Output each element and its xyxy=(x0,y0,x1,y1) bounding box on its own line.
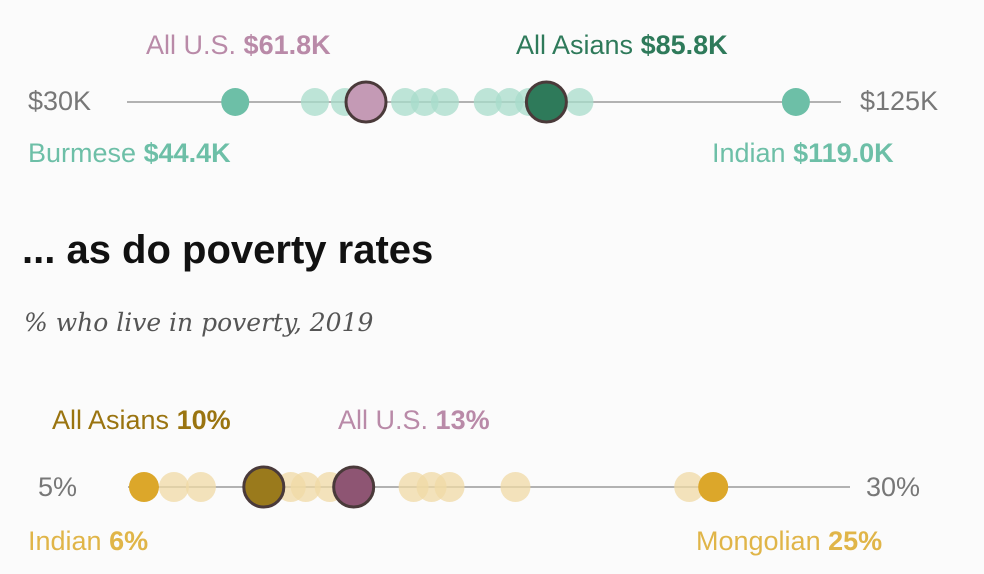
label-all-asians-poverty: All Asians 10% xyxy=(52,405,231,435)
data-point xyxy=(430,88,459,116)
data-point xyxy=(565,88,594,116)
data-point xyxy=(674,472,705,502)
highlight-point-all-asians xyxy=(242,465,286,509)
label-all-asians-income: All Asians $85.8K xyxy=(516,30,728,60)
highlight-point-mongolian xyxy=(698,472,729,502)
tick-label-min-poverty: 5% xyxy=(38,472,78,502)
tick-label-min-income: $30K xyxy=(28,86,92,116)
data-point xyxy=(300,88,329,116)
data-point xyxy=(473,88,502,116)
highlight-point-indian xyxy=(128,472,159,502)
highlight-point-burmese xyxy=(221,88,250,116)
tick-label-max-poverty: 30% xyxy=(866,472,921,502)
data-point xyxy=(391,88,420,116)
label-mongolian-poverty: Mongolian 25% xyxy=(696,526,883,556)
data-point xyxy=(434,472,465,502)
data-point xyxy=(290,472,321,502)
highlight-point-all-u-s- xyxy=(332,465,376,509)
label-all-us-poverty: All U.S. 13% xyxy=(338,405,490,435)
label-indian-income: Indian $119.0K xyxy=(712,138,894,168)
highlight-point-indian xyxy=(781,88,810,116)
label-all-us-income: All U.S. $61.8K xyxy=(146,30,331,60)
label-burmese-income: Burmese $44.4K xyxy=(28,138,231,168)
label-indian-poverty: Indian 6% xyxy=(28,526,149,556)
data-point xyxy=(158,472,189,502)
highlight-point-all-asians xyxy=(524,80,568,124)
tick-label-max-income: $125K xyxy=(860,86,939,116)
data-point xyxy=(185,472,216,502)
section-heading: ... as do poverty rates xyxy=(22,228,434,272)
data-point xyxy=(410,88,439,116)
data-point xyxy=(500,472,531,502)
section-subheading: % who live in poverty, 2019 xyxy=(24,308,374,337)
data-point xyxy=(495,88,524,116)
highlight-point-all-u-s- xyxy=(344,80,388,124)
